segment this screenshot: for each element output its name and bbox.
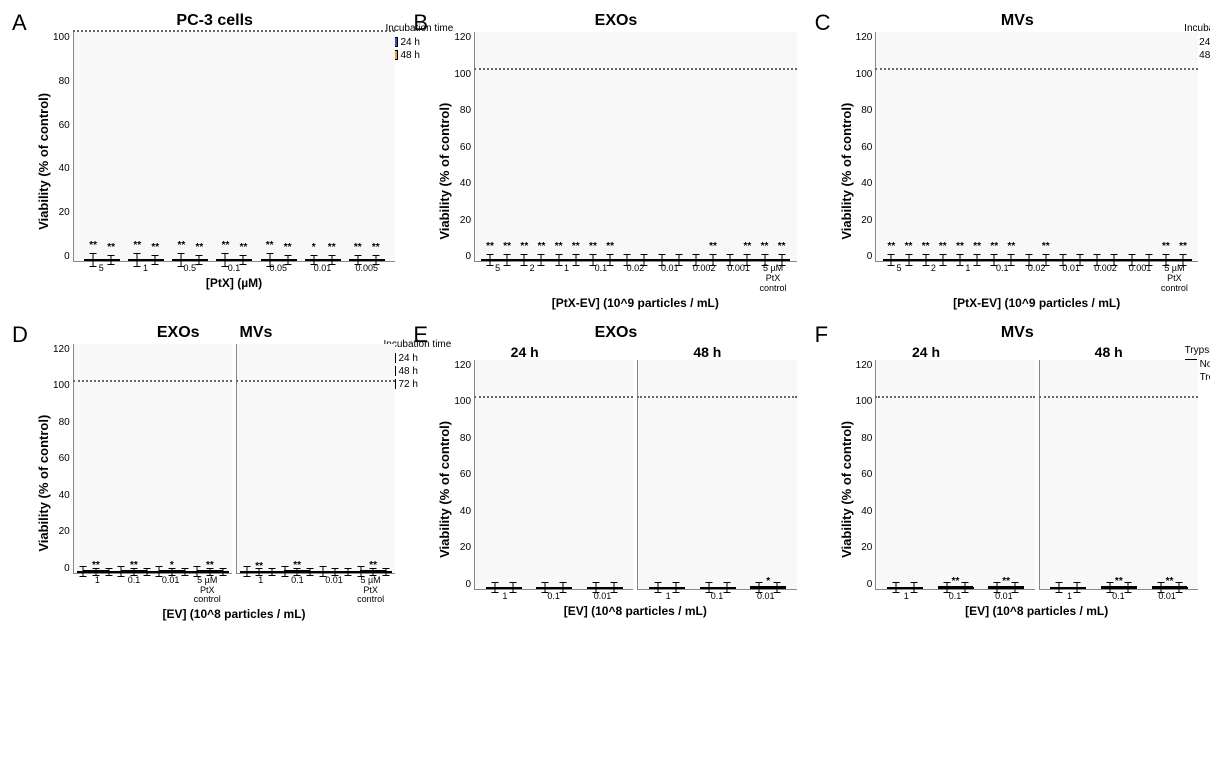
subplot-title: 24 h (837, 344, 1016, 360)
plot-D1: ******* (73, 344, 232, 574)
plot-A: *************************** (73, 32, 396, 262)
y-axis-label: Viability (% of control) (837, 32, 856, 310)
plot-B: ************************ (474, 32, 797, 262)
x-axis-label: [PtX] (µM) (73, 276, 396, 290)
y-axis-ticks: 120100806040200 (454, 360, 474, 590)
x-ticks: 510.50.10.050.010.005 (73, 262, 396, 274)
x-ticks: 5210.10.020.010.0020.0015 µM PtXcontrol (474, 262, 797, 294)
x-ticks: 10.10.015 µM PtXcontrol (236, 574, 395, 606)
y-axis-label: Viability (% of control) (435, 32, 454, 310)
y-axis-ticks: 120100806040200 (53, 344, 73, 574)
y-axis-ticks: 120100806040200 (454, 32, 474, 262)
y-axis-ticks: 120100806040200 (856, 360, 876, 590)
x-axis-label: [EV] (10^8 particles / mL) (875, 604, 1198, 618)
plot-F1: **** (875, 360, 1034, 590)
x-ticks: 5210.10.020.010.0020.0015 µM PtXcontrol (875, 262, 1198, 294)
panel-B: B EXOs Viability (% of control) 12010080… (413, 12, 796, 310)
subplot-title: 48 h (618, 344, 797, 360)
chart-title: EXOs (435, 12, 796, 30)
subplot-title: EXOs (157, 324, 200, 342)
x-axis-label: [EV] (10^8 particles / mL) (73, 607, 396, 621)
y-axis-label: Viability (% of control) (34, 344, 53, 622)
x-ticks: 10.10.015 µM PtXcontrol (73, 574, 232, 606)
x-axis-label: [PtX-EV] (10^9 particles / mL) (474, 296, 797, 310)
plot-F2: **** (1039, 360, 1198, 590)
panel-F: F MVs 24 h 48 h Trypsin treatment Non tr… (815, 324, 1198, 622)
x-axis-label: [EV] (10^8 particles / mL) (474, 604, 797, 618)
subplot-title: MVs (240, 324, 273, 342)
panel-D: D EXOs MVs Incubation time 24 h 48 h 72 … (12, 324, 395, 622)
subplot-title: 24 h (435, 344, 614, 360)
x-axis-label: [PtX-EV] (10^9 particles / mL) (875, 296, 1198, 310)
panel-letter: D (12, 324, 30, 346)
plot-D2: ****** (236, 344, 395, 574)
chart-title: EXOs (435, 324, 796, 342)
y-axis-label: Viability (% of control) (435, 360, 454, 618)
subplot-title: 48 h (1019, 344, 1198, 360)
panel-A: A PC-3 cells Incubation time 24 h 48 h V… (12, 12, 395, 310)
chart-title: PC-3 cells (34, 12, 395, 30)
panel-C: C MVs Incubation time 24 48 Viability (%… (815, 12, 1198, 310)
chart-title: MVs (837, 12, 1198, 30)
y-axis-label: Viability (% of control) (837, 360, 856, 618)
plot-E1 (474, 360, 633, 590)
y-axis-ticks: 100806040200 (53, 32, 73, 262)
y-axis-ticks: 120100806040200 (856, 32, 876, 262)
panel-letter: F (815, 324, 833, 346)
panel-letter: C (815, 12, 833, 34)
plot-C: ********************** (875, 32, 1198, 262)
plot-E2: * (637, 360, 796, 590)
y-axis-label: Viability (% of control) (34, 32, 53, 290)
panel-letter: A (12, 12, 30, 34)
figure-grid: A PC-3 cells Incubation time 24 h 48 h V… (12, 12, 1198, 621)
chart-title: MVs (837, 324, 1198, 342)
panel-E: E EXOs 24 h 48 h Viability (% of control… (413, 324, 796, 622)
